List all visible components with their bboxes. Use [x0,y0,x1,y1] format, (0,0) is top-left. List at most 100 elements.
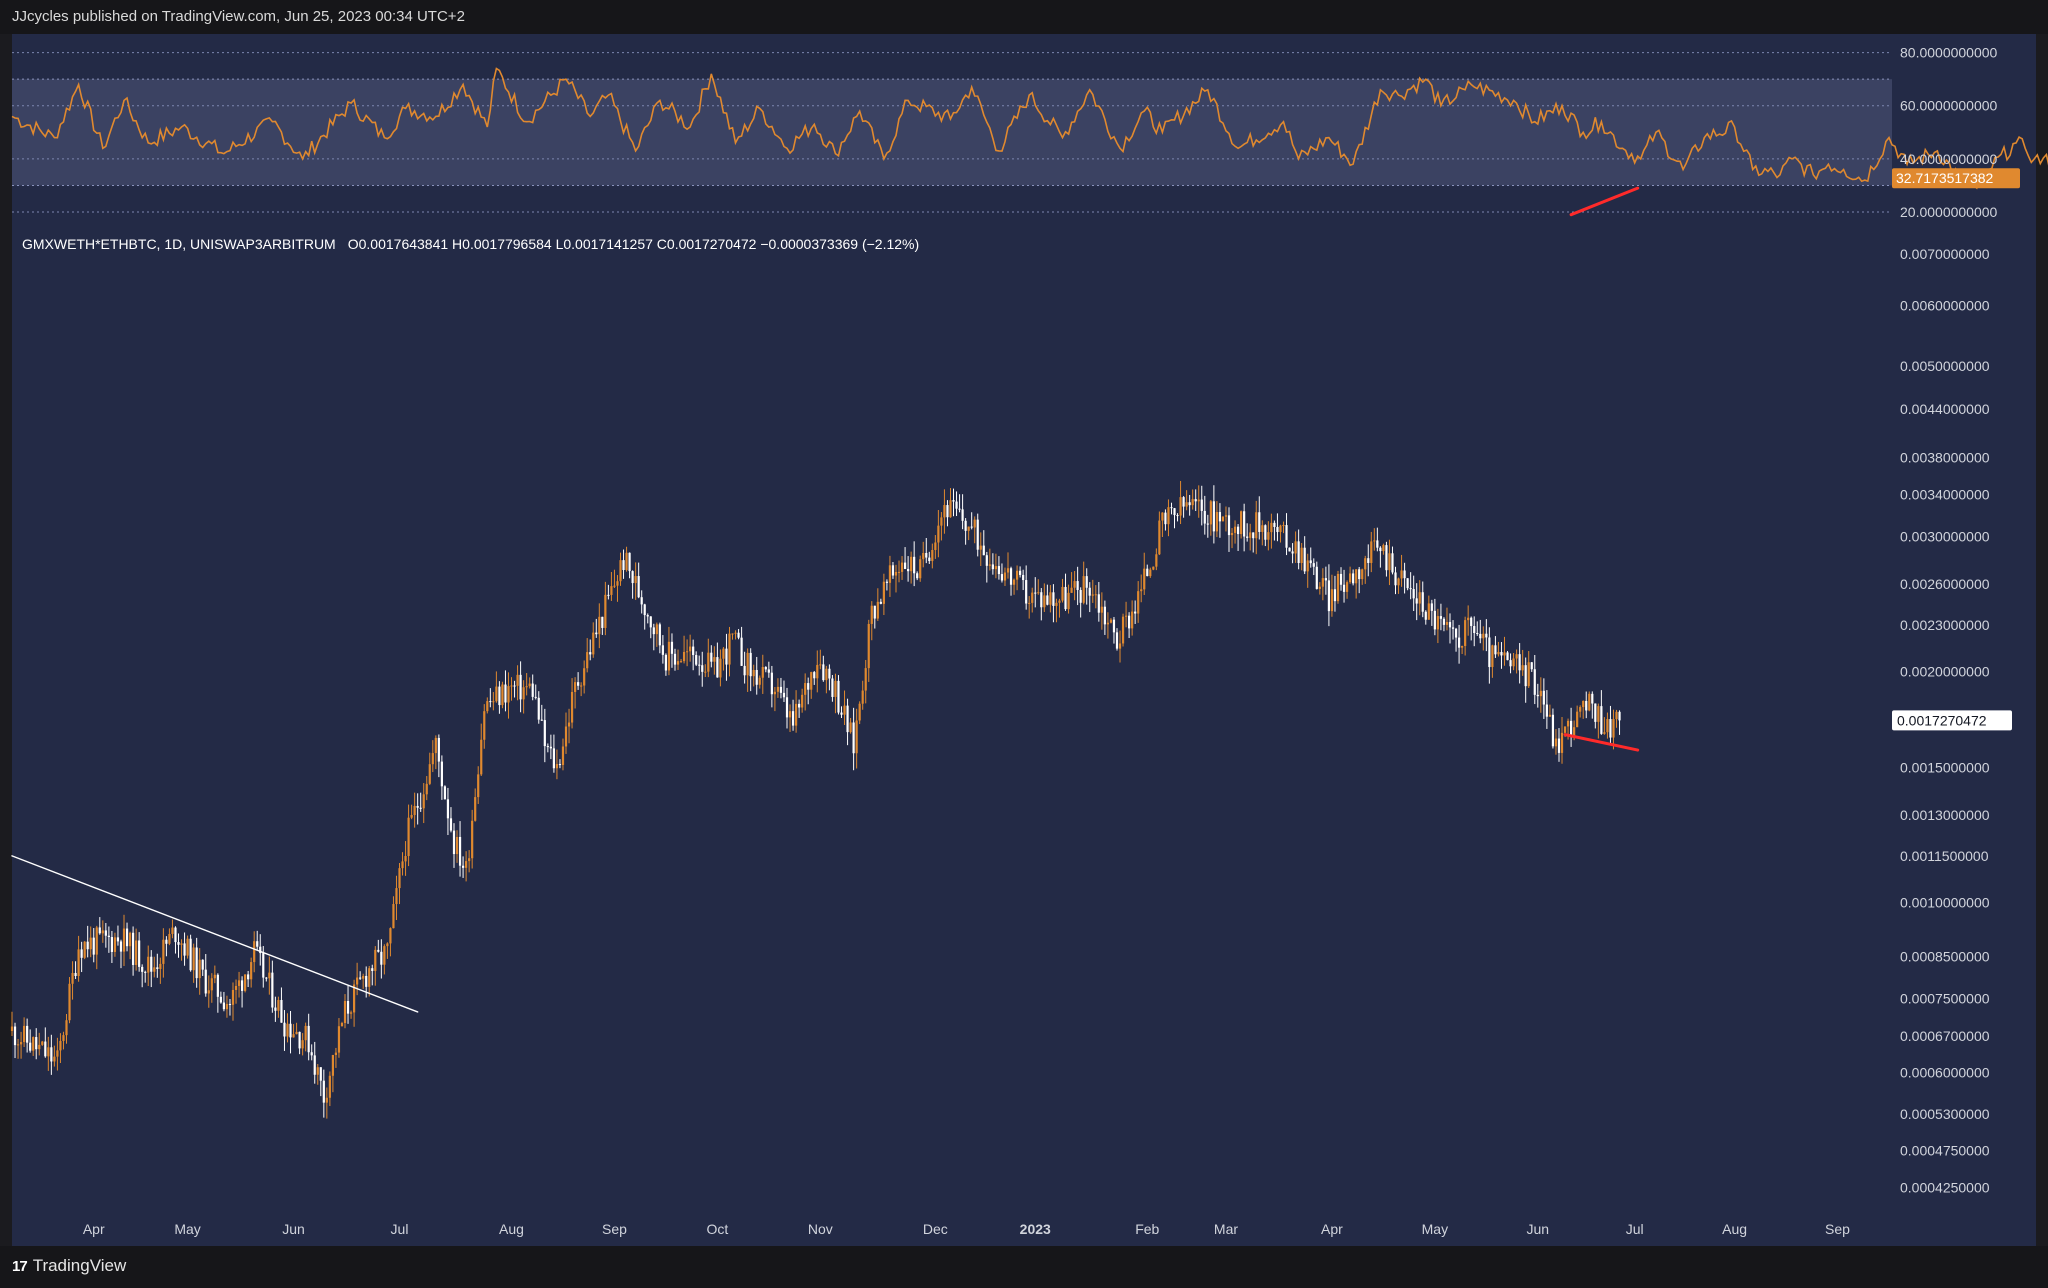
candle-body [101,930,104,934]
candle-body [900,562,904,572]
chart-panel[interactable] [12,34,2036,1246]
candle-body [1342,584,1346,592]
footer: 17 TradingView [0,1246,2048,1288]
candle-body [773,691,776,695]
candle-body [1560,732,1564,753]
candle-body [776,686,780,692]
candle-body [68,983,71,1021]
time-tick-label: Aug [1722,1221,1747,1237]
ohlc-line: O0.0017643841 H0.0017796584 L0.001714125… [348,236,919,252]
candle-body [816,664,819,679]
candle-body [1370,541,1373,563]
candle-body [1582,700,1585,708]
candle-body [643,604,646,616]
candle-body [1464,620,1467,646]
candle-body [44,1041,47,1057]
candle-body [791,711,795,726]
candle-body [861,690,864,704]
candle-body [298,1031,301,1049]
candle-body [128,932,132,947]
candle-body [419,807,422,809]
candle-body [858,703,861,721]
candle-body [286,1023,289,1037]
candle-body [277,1000,280,1011]
candle-body [782,692,786,698]
candle-body [1025,580,1028,604]
candle-body [1137,591,1140,614]
candle-body [1185,502,1188,507]
candle-body [961,509,964,521]
candle-body [1288,547,1291,552]
candle-body [1394,572,1397,586]
candle-body [325,1097,328,1103]
candle-body [301,1040,304,1049]
time-tick-label: Jun [282,1221,305,1237]
candle-body [349,1012,353,1014]
candle-body [825,668,828,681]
candle-body [1279,525,1282,533]
candle-body [679,661,683,663]
candle-body [670,641,674,654]
candle-body [304,1025,307,1041]
candle-body [1445,622,1449,625]
candle-body [1312,563,1315,567]
candle-body [150,956,153,972]
price-axis: 0.0070000000 0.0060000000 0.0050000000 0.00… [1900,246,1990,1196]
candle-body [1003,572,1007,581]
candle-body [1330,589,1334,612]
candle-body [513,685,516,687]
candle-body [510,685,513,687]
candle-body [253,941,256,963]
candle-body [952,500,955,502]
candle-body [1324,578,1327,581]
price-tick-label: 0.0038000000 [1900,450,1990,466]
candle-body [65,1020,68,1036]
candle-body [153,967,156,972]
candle-body [352,984,356,1013]
candle-body [1600,706,1603,734]
candle-body [56,1050,59,1057]
candle-body [722,648,725,659]
candle-body [1327,580,1331,612]
candle-body [1073,581,1076,588]
candle-body [1273,522,1276,527]
candle-body [1461,645,1464,648]
candle-body [1412,589,1415,599]
candle-body [1345,582,1349,592]
candle-body [725,648,728,665]
candle-body [1512,658,1515,667]
candle-body [452,830,456,855]
symbol-legend: GMXWETH*ETHBTC, 1D, UNISWAP3ARBITRUM O0.0… [22,236,919,252]
candle-body [1261,525,1264,532]
price-tick-label: 0.0015000000 [1900,759,1990,775]
candle-body [1509,660,1512,667]
candle-body [764,667,767,670]
candle-body [1055,602,1058,606]
candle-body [801,694,804,708]
candle-body [852,722,855,754]
candle-body [116,937,120,942]
tradingview-brand[interactable]: 17 TradingView [12,1256,126,1276]
candle-body [23,1025,26,1043]
candle-body [1215,512,1218,532]
candle-body [940,517,943,526]
candle-body [555,764,559,769]
candle-body [567,722,571,727]
candle-body [1240,511,1243,535]
candle-body [122,928,126,952]
candle-body [207,990,210,994]
candle-body [1206,523,1209,525]
candle-body [1140,589,1143,592]
candle-body [1415,598,1418,604]
candle-body [743,665,746,676]
candle-body [1473,626,1476,634]
candle-body [794,703,798,726]
candle-body [1161,512,1164,521]
candle-body [976,519,979,550]
candle-body [322,1080,325,1103]
candle-body [746,652,749,676]
candle-body [1221,516,1225,522]
candle-body [707,652,710,672]
candle-body [882,581,885,604]
